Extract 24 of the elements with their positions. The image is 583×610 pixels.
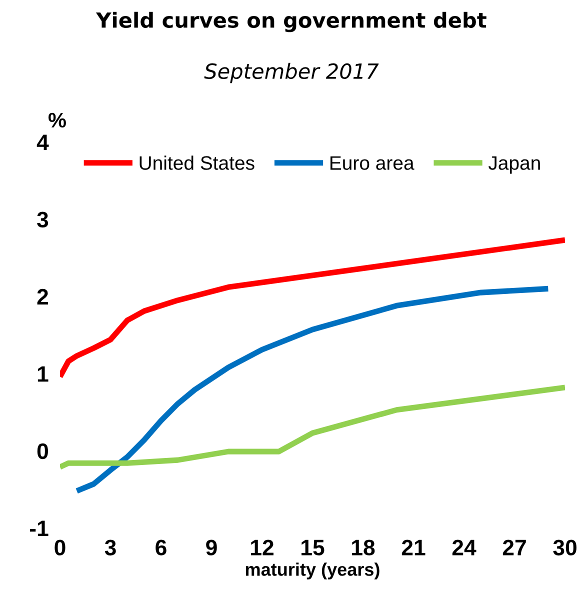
- chart-subtitle: September 2017: [204, 62, 379, 84]
- legend-label: Euro area: [330, 156, 414, 170]
- y-tick-label: 4: [36, 134, 49, 150]
- y-tick-label: 0: [37, 443, 48, 460]
- y-tick-label: 1: [38, 366, 48, 382]
- legend-label: Japan: [488, 156, 540, 174]
- chart-title: Yield curves on government debt: [96, 12, 486, 32]
- x-tick-label: 15: [302, 540, 324, 556]
- y-tick-label: 2: [37, 288, 48, 304]
- x-tick-label: 6: [156, 540, 166, 556]
- x-tick-label: 30: [553, 540, 576, 556]
- x-tick-label: 0: [54, 540, 66, 556]
- x-tick-label: 12: [251, 540, 274, 556]
- x-tick-label: 27: [502, 540, 526, 556]
- legend-label: United States: [140, 156, 254, 170]
- y-tick-label: 3: [37, 212, 48, 228]
- y-tick-label: -1: [30, 520, 48, 536]
- x-tick-label: 3: [104, 540, 116, 556]
- y-axis-title: %: [48, 112, 66, 128]
- x-tick-label: 18: [352, 540, 375, 556]
- x-tick-label: 24: [452, 540, 476, 556]
- x-axis-title: maturity (years): [246, 562, 380, 580]
- x-tick-label: 21: [402, 540, 426, 556]
- x-tick-label: 9: [206, 540, 217, 556]
